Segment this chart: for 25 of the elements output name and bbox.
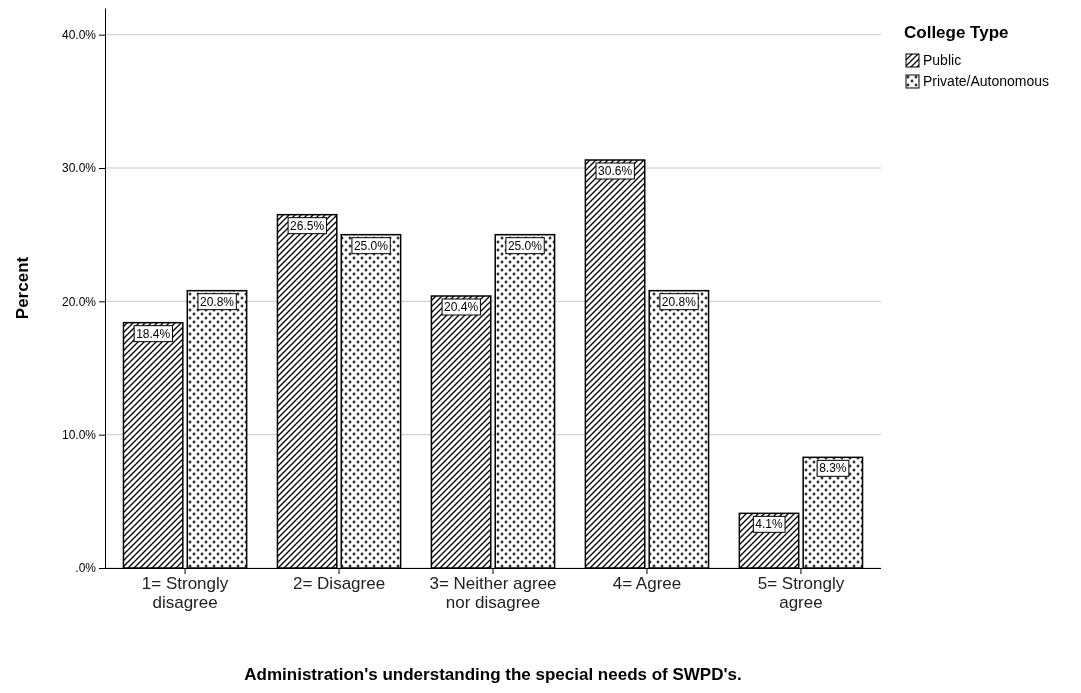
y-tick-label: .0%	[75, 561, 97, 576]
x-axis-title: Administration's understanding the special needs of SWPD's.	[244, 665, 742, 684]
legend-label: Private/Autonomous	[923, 73, 1050, 89]
data-label: 20.4%	[444, 300, 479, 314]
data-label: 8.3%	[819, 461, 847, 476]
data-label: 18.4%	[136, 326, 171, 341]
x-tick-label: 2= Disagree	[292, 574, 386, 594]
data-label: 4.1%	[755, 517, 784, 532]
data-label: 20.8%	[661, 294, 697, 309]
y-tick-label: 30.0%	[61, 161, 97, 176]
x-tick-label: 3= Neither agree nor disagree	[429, 574, 557, 612]
data-label: 25.0%	[353, 238, 389, 253]
y-tick-label: 10.0%	[61, 428, 97, 443]
data-label: 20.8%	[199, 294, 235, 309]
data-label: 25.0%	[507, 238, 543, 253]
x-tick-label: 5= Strongly agree	[757, 574, 845, 612]
data-label: 26.5%	[290, 218, 325, 233]
y-tick-label: 20.0%	[61, 294, 97, 309]
x-tick-label: 4= Agree	[612, 574, 682, 594]
data-label: 30.6%	[598, 164, 633, 178]
y-tick-label: 40.0%	[61, 28, 97, 43]
x-tick-label: 1= Strongly disagree	[141, 574, 229, 612]
y-axis-title: Percent	[13, 256, 32, 320]
legend-label: Public	[923, 52, 962, 68]
legend-title: College Type	[904, 23, 1009, 42]
